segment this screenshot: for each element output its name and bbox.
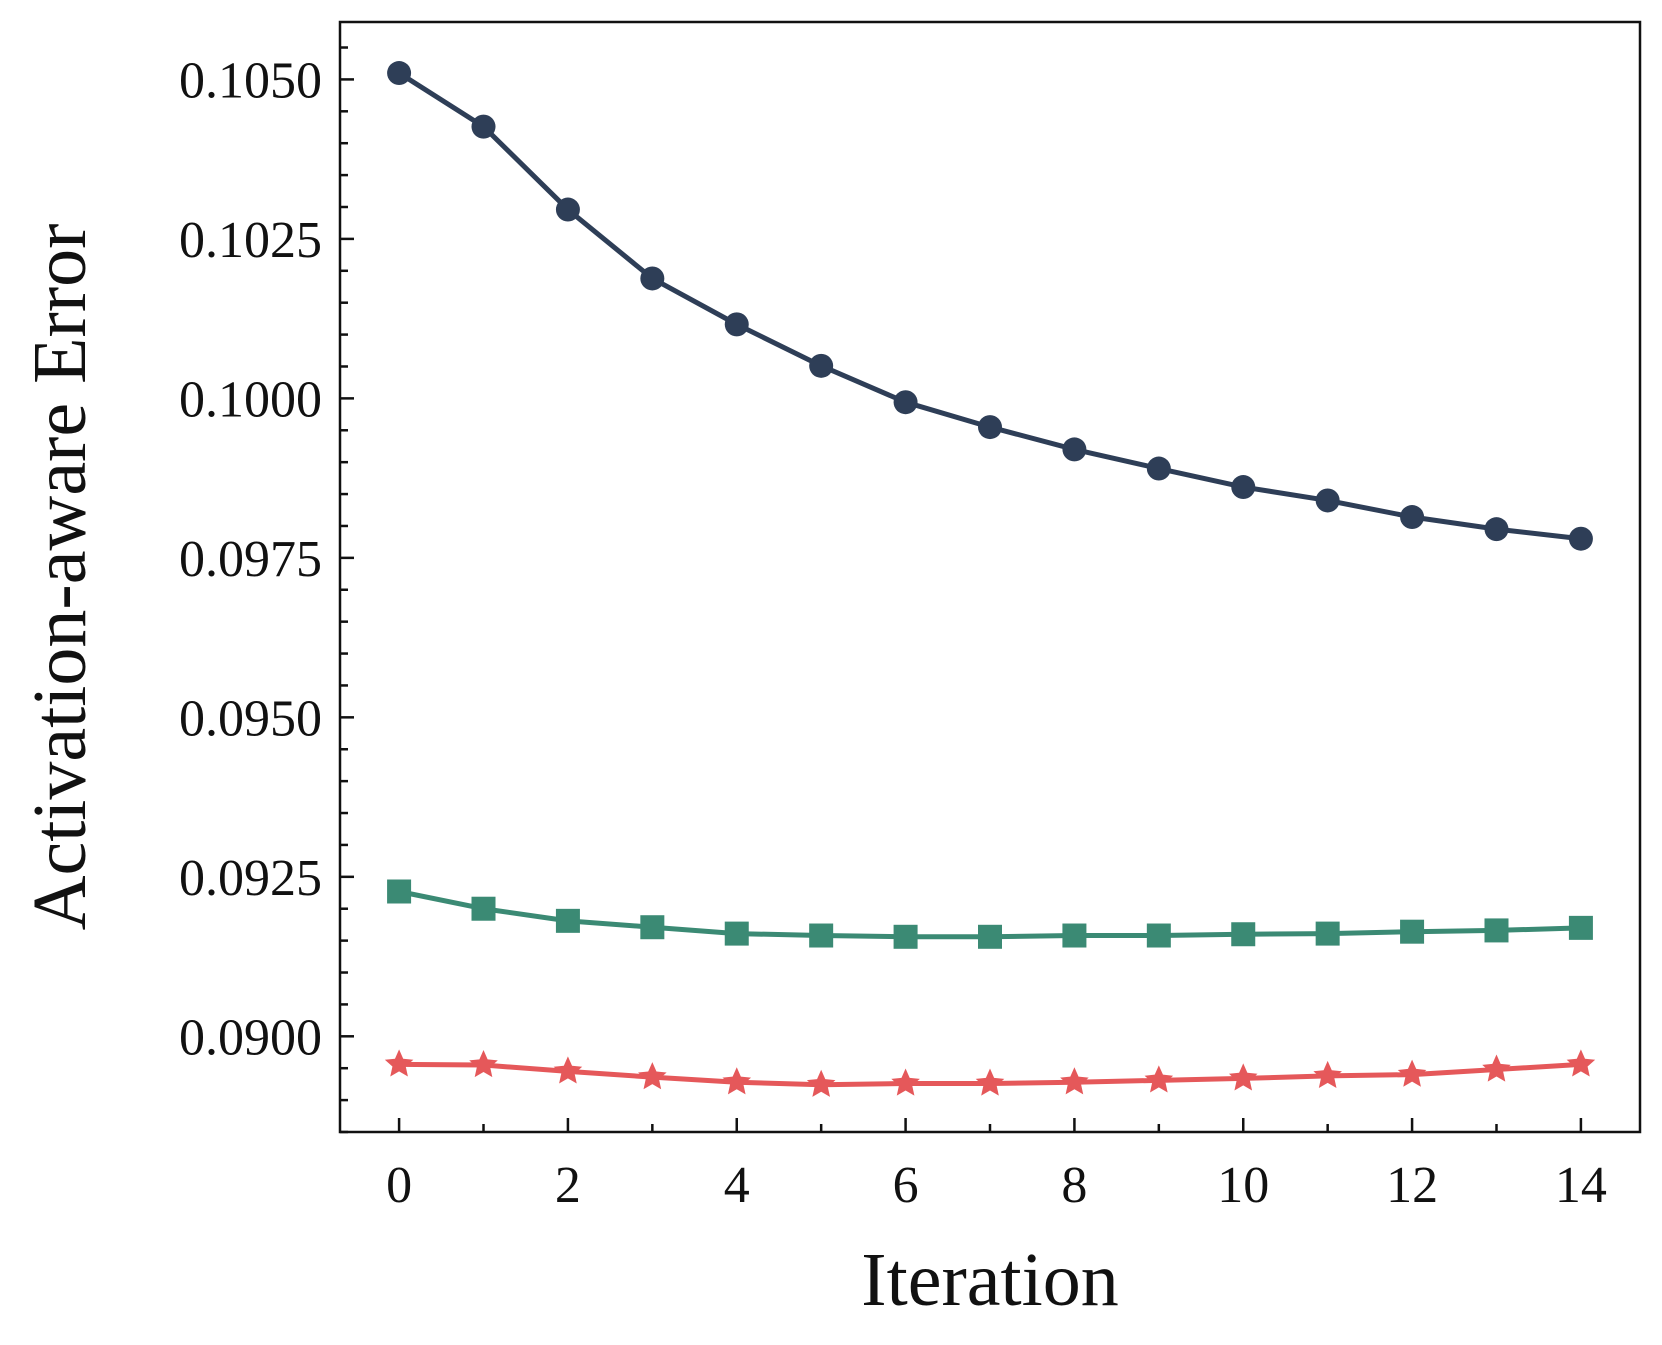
series-circle-line (397, 70, 1582, 542)
data-point (1397, 1059, 1427, 1087)
data-point (724, 921, 749, 946)
data-point (1231, 922, 1256, 947)
x-tick-label: 14 (1555, 1157, 1607, 1214)
data-point (975, 1068, 1005, 1096)
data-point (893, 924, 918, 949)
plot-frame (338, 20, 1642, 1134)
data-point (1060, 1067, 1089, 1095)
x-tick-label: 12 (1386, 1157, 1438, 1214)
series-circle (387, 61, 1593, 551)
data-point (1062, 923, 1087, 948)
data-point (1146, 456, 1171, 481)
data-point (471, 114, 496, 139)
data-point (387, 879, 412, 904)
data-point (553, 1056, 583, 1084)
y-tick-label: 0.0925 (179, 850, 322, 907)
series-square (387, 879, 1593, 949)
series-star (384, 1049, 1596, 1097)
y-tick-label: 0.1050 (179, 52, 322, 109)
x-axis-title: Iteration (861, 1238, 1118, 1322)
x-tick-label: 2 (555, 1157, 581, 1214)
data-point (471, 896, 496, 921)
data-point (555, 197, 580, 222)
data-point (1313, 1060, 1342, 1088)
x-tick-labels: 0 2 4 6 8 10 12 14 (386, 1157, 1607, 1214)
y-tick-labels: 0.0900 0.0925 0.0950 0.0975 0.1000 0.1025 0.10… (179, 52, 322, 1066)
axis-ticks (340, 46, 1583, 1134)
y-tick-label: 0.1000 (179, 371, 322, 428)
data-point (1315, 921, 1340, 946)
data-point (384, 1049, 414, 1077)
x-tick-label: 8 (1061, 1157, 1087, 1214)
data-point (1400, 505, 1425, 530)
data-point (1228, 1063, 1258, 1091)
x-tick-label: 4 (724, 1157, 750, 1214)
data-point (724, 312, 749, 337)
data-point (809, 353, 834, 378)
y-tick-label: 0.0950 (179, 690, 322, 747)
x-tick-label: 10 (1217, 1157, 1269, 1214)
y-tick-label: 0.0900 (179, 1009, 322, 1066)
data-point (1315, 488, 1340, 513)
data-point (387, 61, 412, 86)
data-point (1146, 923, 1171, 948)
data-point (893, 390, 918, 415)
data-point (806, 1069, 836, 1097)
y-tick-label: 0.1025 (179, 212, 322, 269)
data-point (1568, 915, 1593, 940)
data-point (1566, 1049, 1596, 1077)
data-point (722, 1067, 752, 1095)
data-point (1484, 918, 1509, 943)
data-point (1231, 475, 1256, 500)
series-layer (384, 61, 1596, 1097)
y-tick-label: 0.0975 (179, 531, 322, 588)
data-point (640, 915, 665, 940)
data-point (638, 1062, 667, 1090)
data-point (978, 415, 1002, 440)
data-point (1062, 437, 1087, 462)
data-point (1568, 526, 1593, 551)
data-point (891, 1068, 920, 1096)
data-point (1400, 919, 1425, 944)
data-point (555, 908, 580, 933)
data-point (469, 1050, 498, 1078)
data-point (978, 924, 1002, 949)
data-point (1484, 517, 1509, 542)
data-point (1482, 1054, 1511, 1082)
y-axis-title: Activation-aware Error (18, 224, 102, 931)
data-point (809, 923, 834, 948)
x-tick-label: 0 (386, 1157, 412, 1214)
data-point (1144, 1065, 1174, 1093)
x-tick-label: 6 (893, 1157, 919, 1214)
data-point (640, 266, 665, 291)
